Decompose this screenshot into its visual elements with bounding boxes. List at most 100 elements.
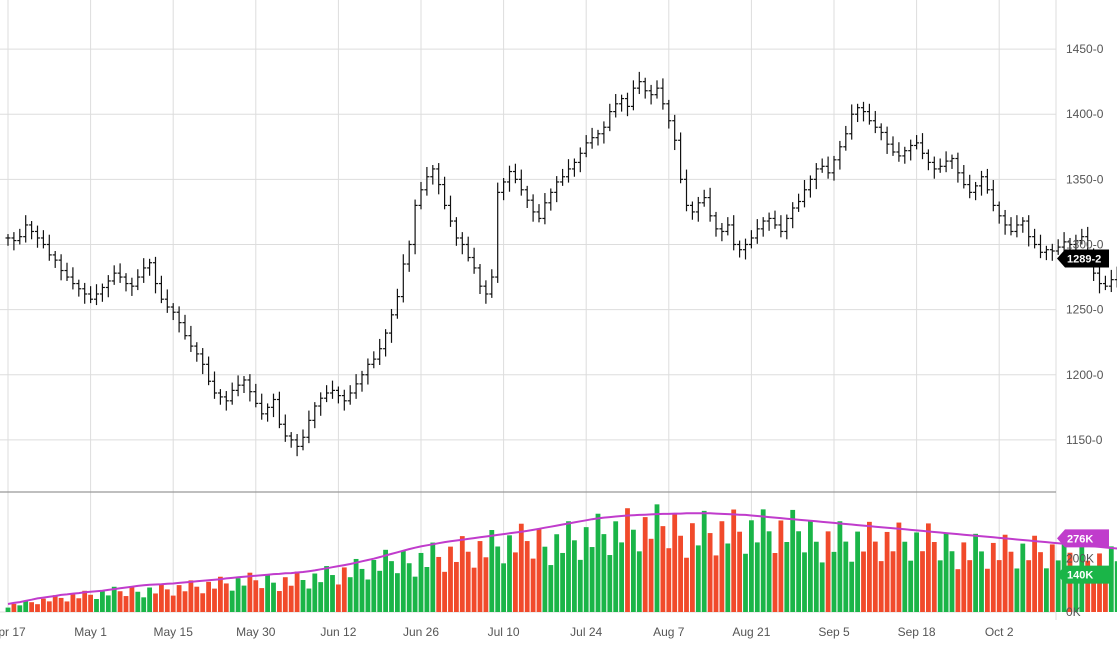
volume-bar xyxy=(589,547,595,612)
price-bar xyxy=(713,211,719,237)
volume-bar xyxy=(802,552,807,612)
volume-bar xyxy=(914,532,919,612)
price-bar xyxy=(247,374,253,402)
volume-bar xyxy=(454,561,459,612)
volume-bar xyxy=(430,542,436,612)
volume-bar xyxy=(412,576,418,612)
volume-bar xyxy=(872,541,878,612)
volume-bar xyxy=(943,533,949,612)
price-bar xyxy=(1038,234,1043,259)
price-bar xyxy=(914,135,920,150)
volume-bar xyxy=(359,568,365,612)
price-bar xyxy=(908,139,914,161)
volume-bar xyxy=(442,571,447,612)
volume-bar xyxy=(961,542,967,612)
volume-bar xyxy=(931,542,937,612)
volume-bar xyxy=(861,551,866,612)
price-bar xyxy=(802,180,807,208)
volume-bar xyxy=(353,558,359,612)
price-bar xyxy=(335,386,341,404)
volume-bar xyxy=(76,598,82,612)
price-bar xyxy=(813,163,819,190)
volume-bar xyxy=(784,542,790,612)
volume-bar xyxy=(253,580,259,612)
volume-bar xyxy=(341,567,347,612)
volume-bar xyxy=(64,601,70,612)
price-bar xyxy=(212,371,217,399)
price-bar xyxy=(46,234,52,261)
price-bar xyxy=(849,104,855,140)
price-bar xyxy=(961,165,967,189)
volume-bar xyxy=(100,591,105,612)
price-bar xyxy=(554,176,560,203)
volume-bar xyxy=(524,541,530,612)
price-bar xyxy=(784,214,790,240)
price-bar xyxy=(465,236,471,262)
volume-bar xyxy=(229,590,235,612)
price-bar xyxy=(973,181,979,201)
price-bar xyxy=(790,202,796,229)
last-price-badge: 1289-2 xyxy=(1057,249,1109,268)
volume-bar xyxy=(896,522,902,612)
price-tick-label: 1300-0 xyxy=(1066,237,1104,251)
volume-bar xyxy=(760,509,766,612)
volume-bar xyxy=(389,561,394,612)
volume-bar xyxy=(796,531,801,612)
price-bar xyxy=(695,196,701,222)
volume-bar xyxy=(678,535,683,612)
price-bar xyxy=(271,393,276,418)
volume-bar xyxy=(778,520,784,612)
volume-bar xyxy=(336,584,341,612)
volume-bar xyxy=(170,595,176,612)
volume-bar xyxy=(1108,546,1114,612)
price-bar xyxy=(501,178,507,201)
price-bar xyxy=(530,194,536,222)
volume-bar xyxy=(135,591,141,612)
volume-bar xyxy=(1049,544,1055,612)
price-bar xyxy=(29,221,35,240)
price-bar xyxy=(365,358,371,385)
price-bar xyxy=(76,279,82,297)
price-bar xyxy=(389,308,394,343)
volume-bar xyxy=(400,550,406,612)
price-bar xyxy=(589,127,595,149)
price-bar xyxy=(731,215,737,251)
price-bar xyxy=(253,383,259,408)
price-bar xyxy=(707,187,713,222)
volume-bar xyxy=(979,551,984,612)
svg-text:1289-2: 1289-2 xyxy=(1067,253,1101,265)
volume-bar xyxy=(1008,551,1014,612)
volume-bar xyxy=(159,583,164,612)
volume-bar xyxy=(572,540,577,612)
volume-tick-label: 0K xyxy=(1066,605,1081,619)
price-bar xyxy=(524,185,530,209)
volume-bar xyxy=(58,597,64,612)
volume-bar xyxy=(306,588,312,612)
volume-bar xyxy=(282,577,288,612)
price-bar xyxy=(64,262,70,281)
volume-bar xyxy=(695,545,701,612)
volume-bar xyxy=(542,546,548,612)
volume-bar xyxy=(530,558,536,612)
volume-bar xyxy=(395,573,400,612)
volume-bar xyxy=(70,594,76,612)
volume-bar xyxy=(808,520,813,612)
price-bar xyxy=(743,238,748,260)
average-volume-badge: 276K xyxy=(1057,529,1109,548)
price-bar xyxy=(1032,228,1038,249)
volume-bar xyxy=(684,557,689,612)
svg-text:276K: 276K xyxy=(1067,533,1093,545)
volume-bar xyxy=(908,560,914,612)
price-bar xyxy=(265,403,271,422)
price-bar xyxy=(324,385,330,403)
price-bar xyxy=(383,329,389,357)
price-bar xyxy=(920,133,925,160)
volume-bar xyxy=(52,595,58,612)
volume-bar xyxy=(813,541,819,612)
volume-bar xyxy=(347,577,353,612)
price-bar xyxy=(459,232,465,255)
price-bar xyxy=(1026,215,1032,247)
price-bar xyxy=(141,258,147,283)
volume-bar xyxy=(1038,552,1043,612)
price-bar xyxy=(760,217,766,237)
